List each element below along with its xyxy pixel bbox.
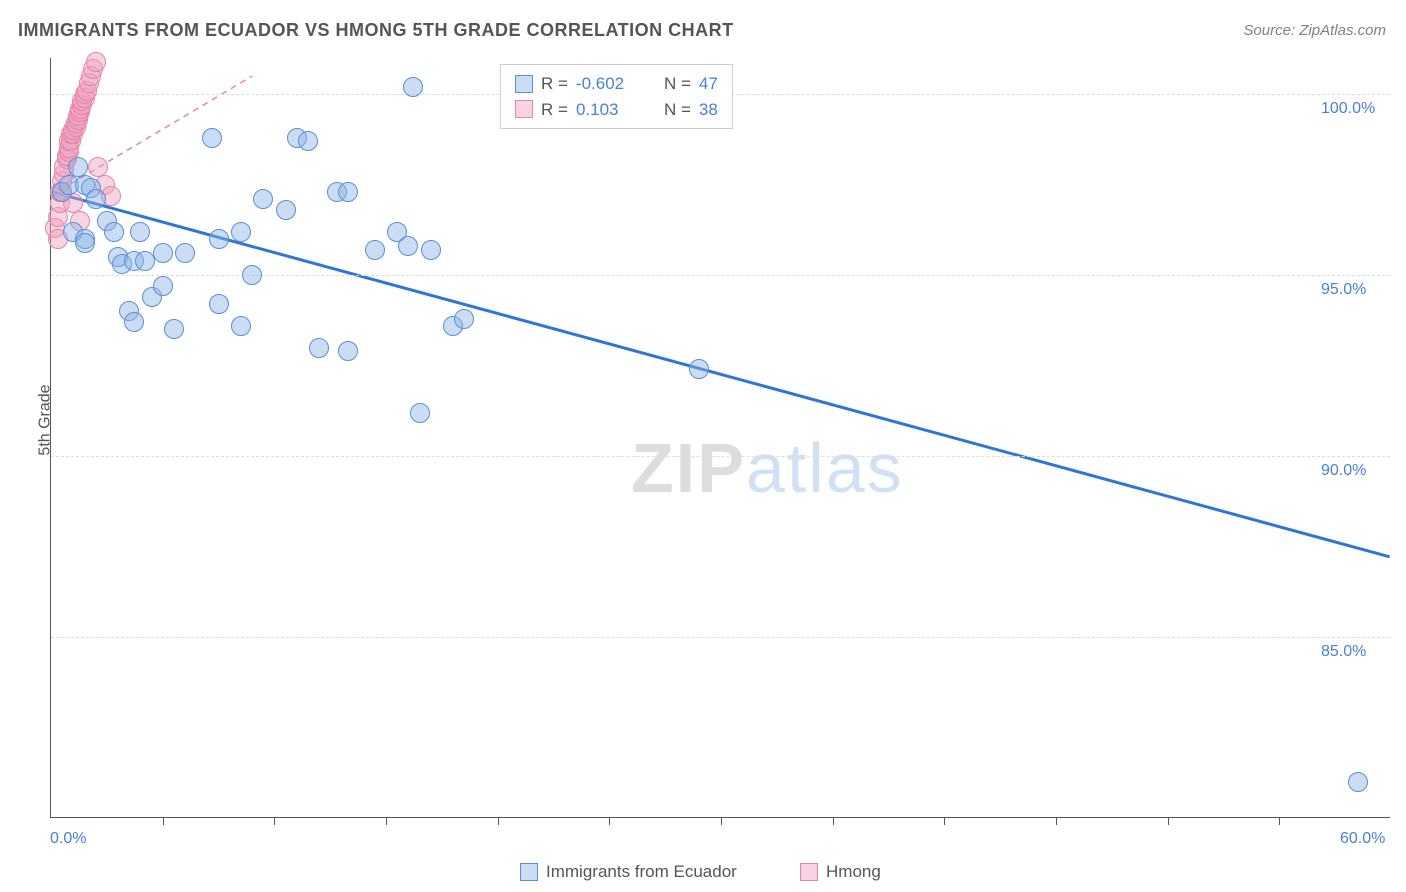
legend-swatch <box>515 100 533 118</box>
gridline-h <box>51 637 1390 638</box>
x-tick <box>274 817 275 825</box>
watermark: ZIPatlas <box>631 428 904 508</box>
y-tick-label: 95.0% <box>1321 281 1366 299</box>
watermark-atlas: atlas <box>746 429 904 507</box>
x-tick <box>386 817 387 825</box>
legend-item: Immigrants from Ecuador <box>520 862 737 882</box>
hmong-point <box>86 52 106 72</box>
ecuador-point <box>338 182 358 202</box>
chart-container: IMMIGRANTS FROM ECUADOR VS HMONG 5TH GRA… <box>0 0 1406 892</box>
watermark-zip: ZIP <box>631 429 746 507</box>
x-tick <box>833 817 834 825</box>
ecuador-point <box>454 309 474 329</box>
hmong-point <box>88 157 108 177</box>
x-tick <box>944 817 945 825</box>
x-tick <box>609 817 610 825</box>
legend-swatch <box>515 75 533 93</box>
ecuador-point <box>153 243 173 263</box>
ecuador-point <box>153 276 173 296</box>
ecuador-point <box>231 222 251 242</box>
ecuador-point <box>130 222 150 242</box>
stat-r-value: 0.103 <box>576 97 636 123</box>
chart-title: IMMIGRANTS FROM ECUADOR VS HMONG 5TH GRA… <box>18 20 734 41</box>
ecuador-point <box>164 319 184 339</box>
legend-item: Hmong <box>800 862 881 882</box>
legend-swatch <box>800 863 818 881</box>
ecuador-point <box>68 157 88 177</box>
plot-area: ZIPatlas 85.0% 90.0% 95.0% 100.0% <box>50 58 1390 818</box>
legend-label: Immigrants from Ecuador <box>546 862 737 882</box>
ecuador-point <box>398 236 418 256</box>
stats-row: R = -0.602 N = 47 <box>515 71 718 97</box>
stat-r-label: R = <box>541 71 568 97</box>
stat-n-label: N = <box>664 71 691 97</box>
x-tick <box>1279 817 1280 825</box>
ecuador-point <box>403 77 423 97</box>
x-tick <box>498 817 499 825</box>
ecuador-point <box>338 341 358 361</box>
source-name: ZipAtlas.com <box>1299 22 1386 39</box>
ecuador-point <box>175 243 195 263</box>
y-tick-label: 90.0% <box>1321 462 1366 480</box>
trend-lines-svg <box>51 58 1390 817</box>
ecuador-point <box>104 222 124 242</box>
source-attribution: Source: ZipAtlas.com <box>1243 22 1386 39</box>
ecuador-point <box>410 403 430 423</box>
x-tick-label: 60.0% <box>1340 830 1385 848</box>
ecuador-point <box>242 265 262 285</box>
stat-n-value: 38 <box>699 97 718 123</box>
ecuador-point <box>298 131 318 151</box>
x-tick <box>721 817 722 825</box>
x-tick <box>1168 817 1169 825</box>
stat-r-value: -0.602 <box>576 71 636 97</box>
x-tick-label: 0.0% <box>50 830 86 848</box>
stats-box: R = -0.602 N = 47 R = 0.103 N = 38 <box>500 64 733 129</box>
x-tick <box>1056 817 1057 825</box>
source-prefix: Source: <box>1243 22 1299 39</box>
y-tick-label: 100.0% <box>1321 100 1375 118</box>
x-tick <box>163 817 164 825</box>
legend-swatch <box>520 863 538 881</box>
ecuador-point <box>231 316 251 336</box>
trend-line <box>51 192 1389 557</box>
legend-label: Hmong <box>826 862 881 882</box>
ecuador-point <box>253 189 273 209</box>
stat-n-label: N = <box>664 97 691 123</box>
ecuador-point <box>365 240 385 260</box>
ecuador-point <box>1348 772 1368 792</box>
ecuador-point <box>202 128 222 148</box>
ecuador-point <box>75 233 95 253</box>
ecuador-point <box>124 312 144 332</box>
ecuador-point <box>86 189 106 209</box>
gridline-h <box>51 456 1390 457</box>
stat-n-value: 47 <box>699 71 718 97</box>
ecuador-point <box>209 229 229 249</box>
ecuador-point <box>689 359 709 379</box>
stats-row: R = 0.103 N = 38 <box>515 97 718 123</box>
ecuador-point <box>421 240 441 260</box>
ecuador-point <box>309 338 329 358</box>
stat-r-label: R = <box>541 97 568 123</box>
ecuador-point <box>276 200 296 220</box>
y-tick-label: 85.0% <box>1321 643 1366 661</box>
ecuador-point <box>209 294 229 314</box>
